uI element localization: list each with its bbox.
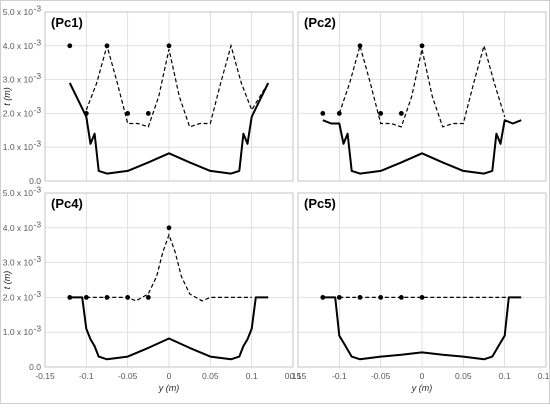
data-point [419, 43, 425, 49]
data-point [67, 43, 73, 49]
y-tick-exponent: -3 [34, 139, 42, 149]
y-tick-exponent: -3 [34, 219, 42, 229]
x-tick-label: -0.05 [371, 371, 391, 381]
data-point [145, 111, 151, 116]
y-tick-label: 3.0 x 10 [3, 258, 34, 268]
x-tick-label: 0.15 [285, 371, 302, 381]
data-point [398, 111, 404, 116]
y-tick-exponent: -3 [34, 289, 42, 299]
solid-series-line [322, 119, 522, 175]
data-point [357, 295, 363, 300]
data-point [125, 295, 131, 300]
data-point [320, 295, 326, 300]
plot-area [44, 11, 294, 182]
panel-pc5: 0.15 -0.1 -0.05 0 0.05 0.1 0.15 y (m) (Pc5) [290, 192, 550, 393]
y-tick-label: 2.0 x 10 [3, 108, 34, 118]
x-tick-label: 0 [167, 371, 172, 381]
solid-series-line [69, 296, 269, 361]
plot-area [297, 192, 547, 368]
y-tick-exponent: -3 [34, 37, 42, 47]
x-tick-label: 0.05 [455, 371, 472, 381]
y-tick-label: 1.0 x 10 [3, 142, 34, 152]
data-point [336, 111, 342, 116]
y-tick-label: 0.0 [29, 362, 41, 372]
plot-area [44, 192, 294, 368]
plot-area [297, 11, 547, 182]
data-point [378, 111, 384, 116]
data-point [83, 111, 89, 116]
x-tick-label: 0.15 [290, 371, 307, 381]
data-point [67, 295, 73, 300]
x-tick-label: -0.15 [35, 371, 55, 381]
data-point [83, 295, 89, 300]
dashed-series-line [86, 233, 252, 302]
panel-label: (Pc2) [304, 15, 336, 30]
y-tick-label: 3.0 x 10 [3, 75, 34, 85]
data-point [357, 43, 363, 49]
panel-pc1: 5.0 x 10 -34.0 x 10 -33.0 x 10 -32.0 x 10 -3… [2, 4, 294, 186]
data-point [104, 295, 110, 300]
solid-series-line [68, 82, 270, 175]
solid-series-line [322, 296, 522, 361]
data-point [336, 295, 342, 300]
y-tick-label: 5.0 x 10 [3, 7, 34, 17]
data-point [419, 295, 425, 300]
panel-label: (Pc5) [304, 196, 336, 211]
dashed-series-line [85, 43, 269, 128]
x-tick-label: 0.1 [246, 371, 258, 381]
y-tick-exponent: -3 [34, 185, 42, 195]
y-tick-exponent: -3 [34, 254, 42, 264]
data-point [166, 43, 172, 49]
x-tick-label: 0.1 [499, 371, 511, 381]
y-tick-exponent: -3 [34, 71, 42, 81]
panel-label: (Pc1) [51, 15, 83, 30]
panel-pc2: (Pc2) [297, 11, 547, 182]
data-point [125, 111, 131, 116]
x-tick-label: -0.1 [79, 371, 94, 381]
x-tick-label: -0.05 [118, 371, 138, 381]
y-tick-label: 4.0 x 10 [3, 223, 34, 233]
data-point [145, 295, 151, 300]
data-point [378, 295, 384, 300]
panel-label: (Pc4) [51, 196, 83, 211]
y-tick-exponent: -3 [34, 105, 42, 115]
y-tick-label: 1.0 x 10 [3, 327, 34, 337]
y-tick-exponent: -3 [34, 324, 42, 334]
x-tick-label: 0.05 [202, 371, 219, 381]
y-tick-label: 2.0 x 10 [3, 292, 34, 302]
data-point [166, 225, 172, 231]
data-point [398, 295, 404, 300]
y-axis-title: t (m) [2, 87, 12, 106]
y-tick-label: 5.0 x 10 [3, 188, 34, 198]
x-axis-title: y (m) [158, 383, 180, 393]
x-tick-label: -0.1 [332, 371, 347, 381]
y-tick-label: 0.0 [29, 176, 41, 186]
data-point [104, 43, 110, 49]
x-tick-label: 0.15 [538, 371, 550, 381]
y-tick-label: 4.0 x 10 [3, 41, 34, 51]
x-axis-title: y (m) [411, 383, 433, 393]
data-point [320, 111, 326, 116]
x-tick-label: 0 [420, 371, 425, 381]
panel-pc4: 5.0 x 10 -34.0 x 10 -33.0 x 10 -32.0 x 10 -3… [2, 185, 302, 394]
y-tick-exponent: -3 [34, 4, 42, 14]
y-axis-title: t (m) [2, 271, 12, 290]
